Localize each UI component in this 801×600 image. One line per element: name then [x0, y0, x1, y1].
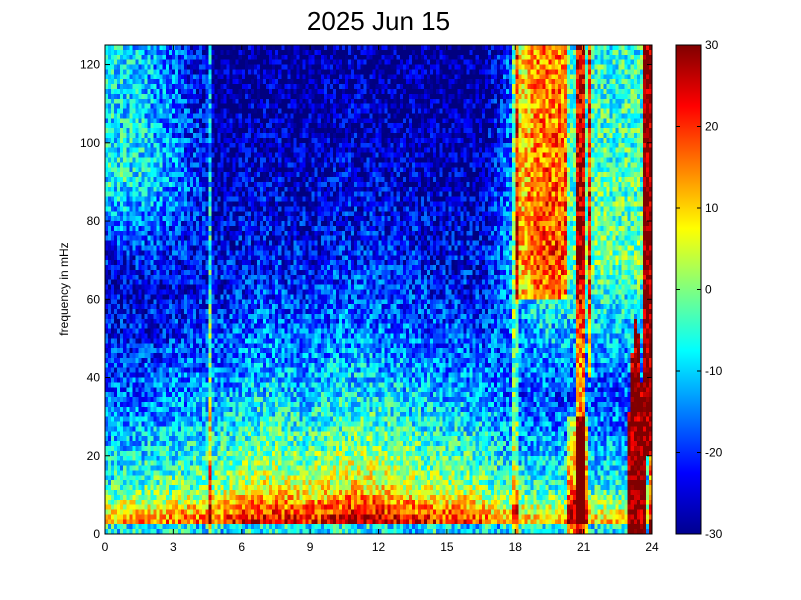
y-axis: 0 20 40 60 80 100 120 — [80, 58, 652, 541]
x-tick-label: 9 — [307, 540, 314, 554]
y-tick-label: 0 — [93, 527, 100, 541]
y-tick-label: 20 — [87, 449, 101, 463]
x-tick-label: 12 — [372, 540, 386, 554]
colorbar-tick-label: -10 — [705, 364, 723, 378]
x-tick-label: 0 — [102, 540, 109, 554]
y-tick-label: 40 — [87, 371, 101, 385]
plot-area — [104, 44, 653, 535]
x-tick-label: 6 — [238, 540, 245, 554]
colorbar-tick-label: -20 — [705, 446, 723, 460]
x-axis: 0 3 6 9 12 15 18 21 24 — [102, 45, 659, 554]
colorbar-tick-label: -30 — [705, 527, 723, 541]
x-tick-label: 24 — [645, 540, 659, 554]
spectrogram-heatmap — [105, 45, 652, 534]
colorbar: -30 -20 -10 0 10 20 30 — [675, 38, 723, 541]
colorbar-tick-label: 20 — [705, 120, 719, 134]
colorbar-ticks: -30 -20 -10 0 10 20 30 — [676, 38, 723, 541]
x-tick-label: 18 — [509, 540, 523, 554]
x-tick-label: 15 — [440, 540, 454, 554]
colorbar-tick-label: 10 — [705, 201, 719, 215]
colorbar-tick-label: 30 — [705, 38, 719, 52]
y-tick-label: 100 — [80, 136, 100, 150]
colorbar-tick-label: 0 — [705, 283, 712, 297]
y-tick-label: 60 — [87, 292, 101, 306]
chart-title: 2025 Jun 15 — [306, 6, 451, 36]
y-tick-label: 120 — [80, 58, 100, 72]
x-tick-label: 21 — [577, 540, 591, 554]
colorbar-gradient — [675, 44, 702, 535]
y-tick-label: 80 — [87, 214, 101, 228]
x-tick-label: 3 — [170, 540, 177, 554]
